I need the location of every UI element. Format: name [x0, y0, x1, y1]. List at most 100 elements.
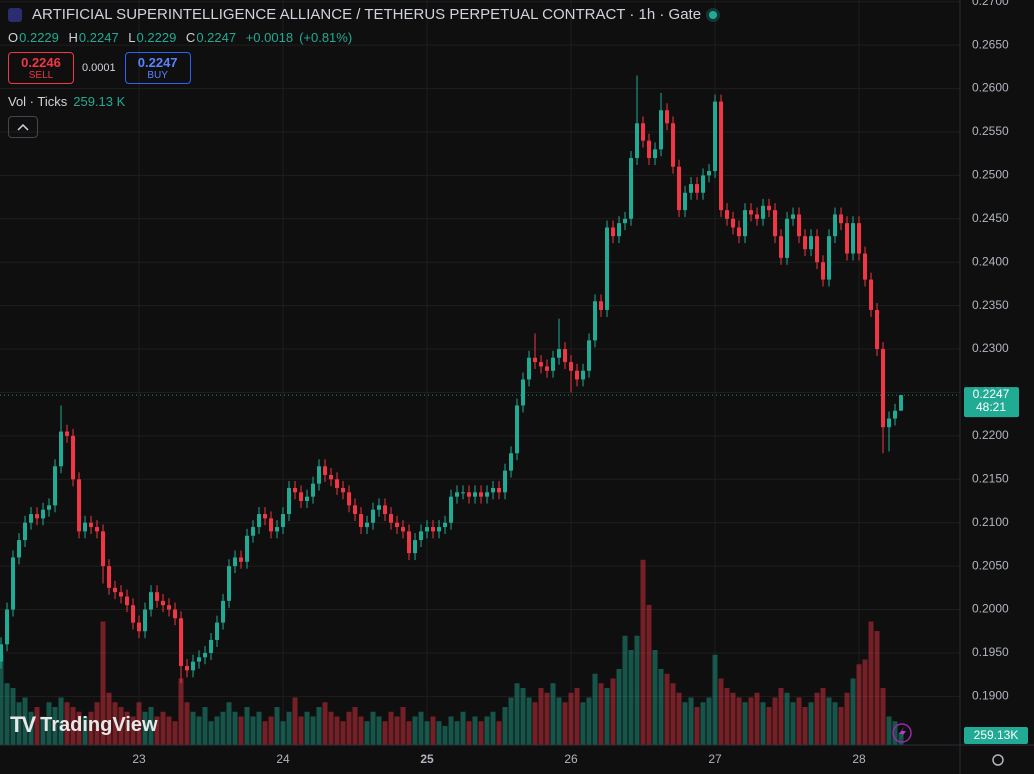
candle-body [887, 418, 892, 428]
volume-bar [766, 707, 772, 745]
candle-body [833, 214, 838, 237]
volume-bar [490, 711, 496, 745]
candle-body [839, 214, 844, 224]
volume-bar [724, 688, 730, 745]
candle-body [479, 492, 484, 497]
sell-button[interactable]: 0.2246 SELL [8, 52, 74, 84]
volume-bar [166, 716, 172, 745]
volume-bar [544, 692, 550, 745]
volume-bar [250, 716, 256, 745]
candle-body [893, 410, 898, 419]
volume-bar [556, 697, 562, 745]
volume-bar [304, 711, 310, 745]
volume-bar [436, 721, 442, 745]
volume-bar [580, 702, 586, 745]
brand-logo: TV TradingView [10, 712, 158, 738]
candle-body [797, 214, 802, 237]
candle-body [767, 205, 772, 211]
candle-body [281, 514, 286, 528]
ohlc-value: 0.2229 [19, 30, 59, 45]
candle-body [629, 158, 634, 219]
candle-body [425, 527, 430, 532]
volume-bar [226, 702, 232, 745]
volume-bar [238, 716, 244, 745]
candle-body [599, 301, 604, 310]
volume-bar [346, 711, 352, 745]
volume-bar [460, 711, 466, 745]
candle-body [83, 522, 88, 532]
volume-tag-label: 259.13K [974, 728, 1019, 742]
last-price-tag [964, 387, 1019, 418]
candle-body [269, 518, 274, 532]
price-axis [960, 0, 1034, 774]
candle-body [221, 600, 226, 623]
y-tick-label: 0.2300 [972, 341, 1009, 355]
volume-bar [604, 688, 610, 745]
volume-bar [694, 707, 700, 745]
candle-body [101, 531, 106, 567]
candle-body [95, 527, 100, 532]
candle-body [143, 609, 148, 632]
volume-bar [34, 707, 40, 745]
candle-body [497, 487, 502, 493]
y-tick-label: 0.2050 [972, 558, 1009, 572]
candle-body [503, 470, 508, 493]
volume-bar [718, 678, 724, 745]
volume-bar [382, 721, 388, 745]
candle-body [317, 466, 322, 484]
volume-bar [838, 707, 844, 745]
volume-bar [4, 683, 10, 745]
collapse-button[interactable] [8, 116, 38, 138]
volume-bar [424, 721, 430, 745]
candle-body [641, 123, 646, 141]
volume-bar [508, 697, 514, 745]
candle-body [737, 227, 742, 237]
candle-body [473, 492, 478, 497]
volume-bar [658, 669, 664, 745]
volume-bar [862, 659, 868, 745]
volume-bar [586, 697, 592, 745]
volume-bar [628, 650, 634, 745]
symbol-icon [8, 7, 22, 22]
volume-bar [160, 711, 166, 745]
candle-body [653, 149, 658, 159]
candle-body [5, 609, 10, 645]
candle-body [305, 496, 310, 502]
buy-button[interactable]: 0.2247 BUY [124, 52, 191, 84]
volume-bar [892, 721, 898, 745]
volume-bar [820, 688, 826, 745]
volume-bar [412, 716, 418, 745]
volume-bar [328, 711, 334, 745]
candle-body [551, 357, 556, 371]
volume-bar [232, 711, 238, 745]
volume-bar [568, 692, 574, 745]
volume-bar [430, 716, 436, 745]
candle-body [785, 218, 790, 258]
volume-bar [688, 697, 694, 745]
time-axis [0, 745, 960, 774]
candle-body [107, 566, 112, 588]
volume-bar [826, 697, 832, 745]
volume-bar [214, 716, 220, 745]
volume-bar [778, 688, 784, 745]
x-tick-label: 25 [420, 752, 434, 766]
candle-body [293, 487, 298, 493]
y-tick-label: 0.1950 [972, 645, 1009, 659]
volume-bar [856, 664, 862, 745]
volume-bar [880, 688, 886, 745]
candle-body [233, 557, 238, 567]
volume-bar [478, 721, 484, 745]
candle-body [227, 566, 232, 601]
candle-body [89, 522, 94, 528]
volume-bar [262, 721, 268, 745]
volume-bar [130, 716, 136, 745]
x-tick-label: 28 [852, 752, 866, 766]
candle-body [119, 592, 124, 597]
candle-body [659, 110, 664, 150]
candle-body [275, 527, 280, 532]
volume-bar [832, 702, 838, 745]
candle-body [815, 236, 820, 263]
candle-body [263, 514, 268, 519]
volume-bar [268, 716, 274, 745]
